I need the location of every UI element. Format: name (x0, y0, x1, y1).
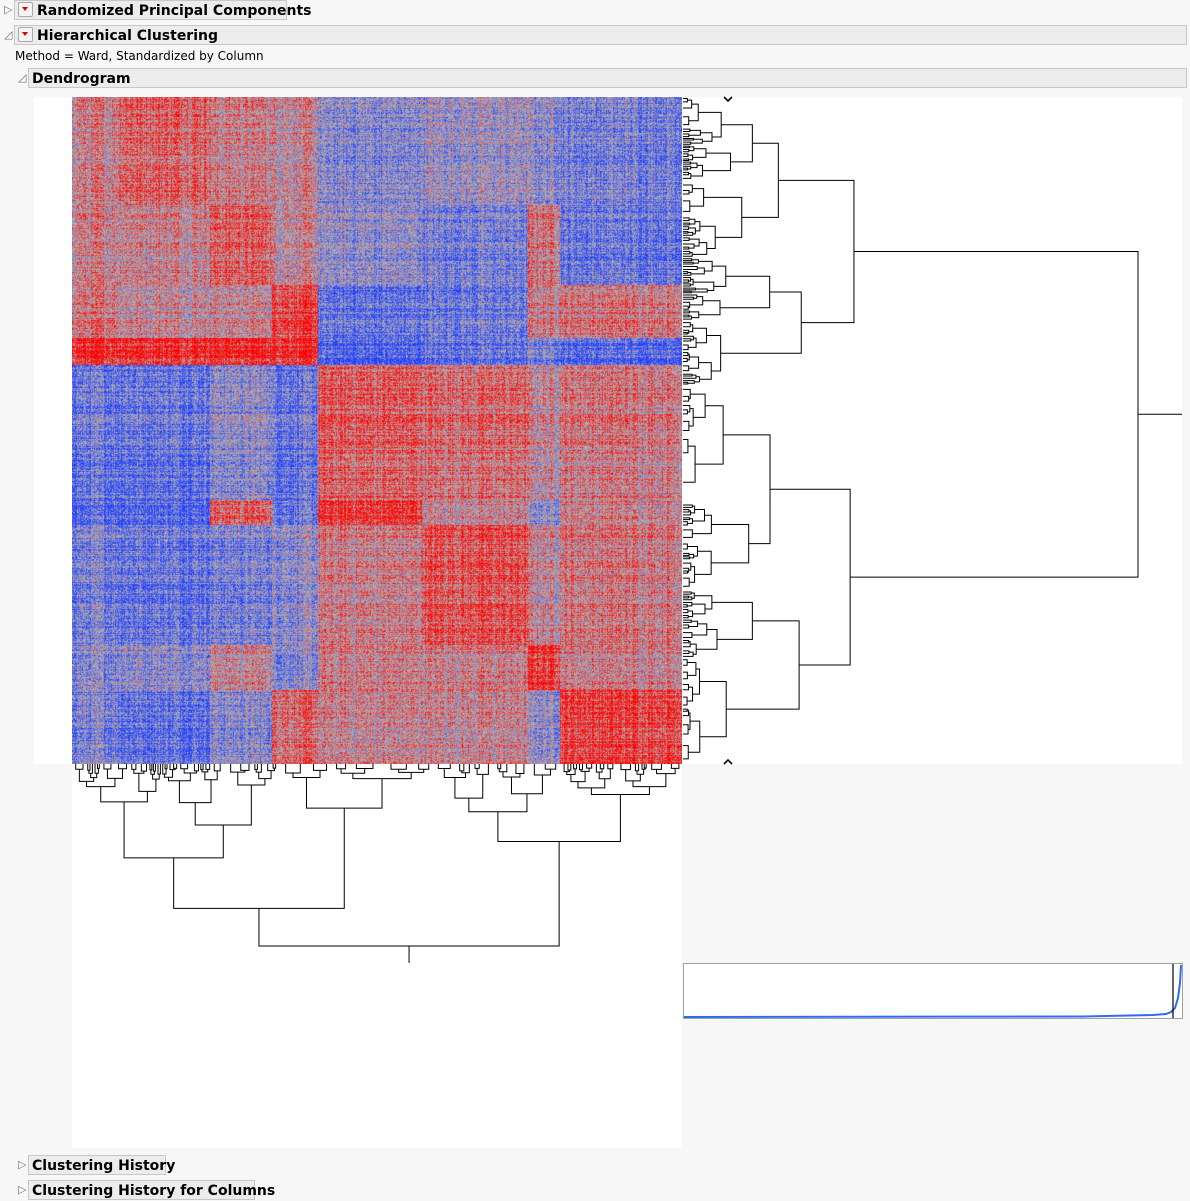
chevron-down-icon[interactable] (723, 96, 733, 103)
distance-graph-frame (683, 963, 1183, 1019)
disclosure-collapsed-icon[interactable]: ▷ (18, 1183, 27, 1196)
heatmap[interactable] (72, 97, 682, 764)
section-header-clustering-history[interactable]: Clustering History (28, 1155, 175, 1175)
chevron-up-icon[interactable] (723, 758, 733, 765)
section-title: Clustering History (32, 1158, 176, 1174)
disclosure-collapsed-icon[interactable]: ▷ (18, 1158, 27, 1171)
dendrogram-branches (75, 764, 680, 963)
section-title: Clustering History for Columns (32, 1183, 276, 1199)
disclosure-expanded-icon[interactable]: ◿ (4, 28, 13, 41)
red-triangle-menu-icon[interactable] (18, 27, 33, 42)
section-header-hierarchical-clustering[interactable]: Hierarchical Clustering (14, 25, 1187, 45)
section-title: Randomized Principal Components (37, 3, 312, 19)
section-header-dendrogram[interactable]: Dendrogram (28, 68, 1187, 88)
column-dendrogram-panel (72, 764, 682, 1148)
section-title: Hierarchical Clustering (37, 28, 219, 44)
row-dendrogram[interactable] (680, 90, 1190, 770)
disclosure-expanded-icon[interactable]: ◿ (18, 71, 27, 84)
red-triangle-menu-icon[interactable] (18, 2, 33, 17)
method-text: Method = Ward, Standardized by Column (15, 49, 264, 63)
dendrogram-branches (683, 97, 1182, 760)
column-dendrogram[interactable] (68, 760, 688, 970)
distance-graph[interactable] (683, 963, 1183, 1019)
distance-curve (683, 964, 1182, 1018)
section-title: Dendrogram (32, 71, 131, 87)
section-header-clustering-history-columns[interactable]: Clustering History for Columns (28, 1180, 275, 1200)
disclosure-collapsed-icon[interactable]: ▷ (4, 3, 13, 16)
section-header-randomized-principal-components[interactable]: Randomized Principal Components (14, 0, 312, 20)
